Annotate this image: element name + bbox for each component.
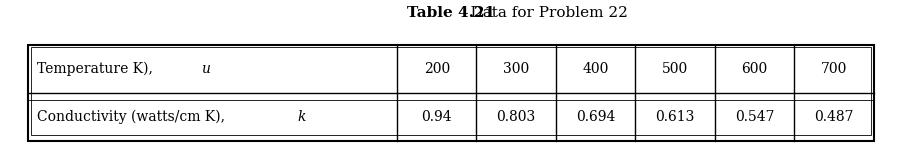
Text: Conductivity (watts/cm K),: Conductivity (watts/cm K), bbox=[37, 110, 230, 124]
Text: 0.94: 0.94 bbox=[421, 110, 452, 124]
Text: Table 4.21: Table 4.21 bbox=[407, 6, 495, 20]
Text: 200: 200 bbox=[424, 62, 450, 76]
Text: 0.487: 0.487 bbox=[815, 110, 853, 124]
Text: Temperature K),: Temperature K), bbox=[37, 62, 158, 76]
Text: 0.547: 0.547 bbox=[735, 110, 774, 124]
Bar bbox=[28, 45, 874, 141]
Text: 0.803: 0.803 bbox=[497, 110, 536, 124]
Bar bbox=[31, 47, 871, 135]
Text: 0.694: 0.694 bbox=[576, 110, 615, 124]
Text: 0.613: 0.613 bbox=[656, 110, 695, 124]
Text: 500: 500 bbox=[662, 62, 688, 76]
Text: Data for Problem 22: Data for Problem 22 bbox=[451, 6, 628, 20]
Text: 400: 400 bbox=[583, 62, 609, 76]
Text: 700: 700 bbox=[821, 62, 847, 76]
Text: 300: 300 bbox=[503, 62, 529, 76]
Text: 600: 600 bbox=[741, 62, 768, 76]
Text: u: u bbox=[201, 62, 210, 76]
Text: k: k bbox=[297, 110, 306, 124]
